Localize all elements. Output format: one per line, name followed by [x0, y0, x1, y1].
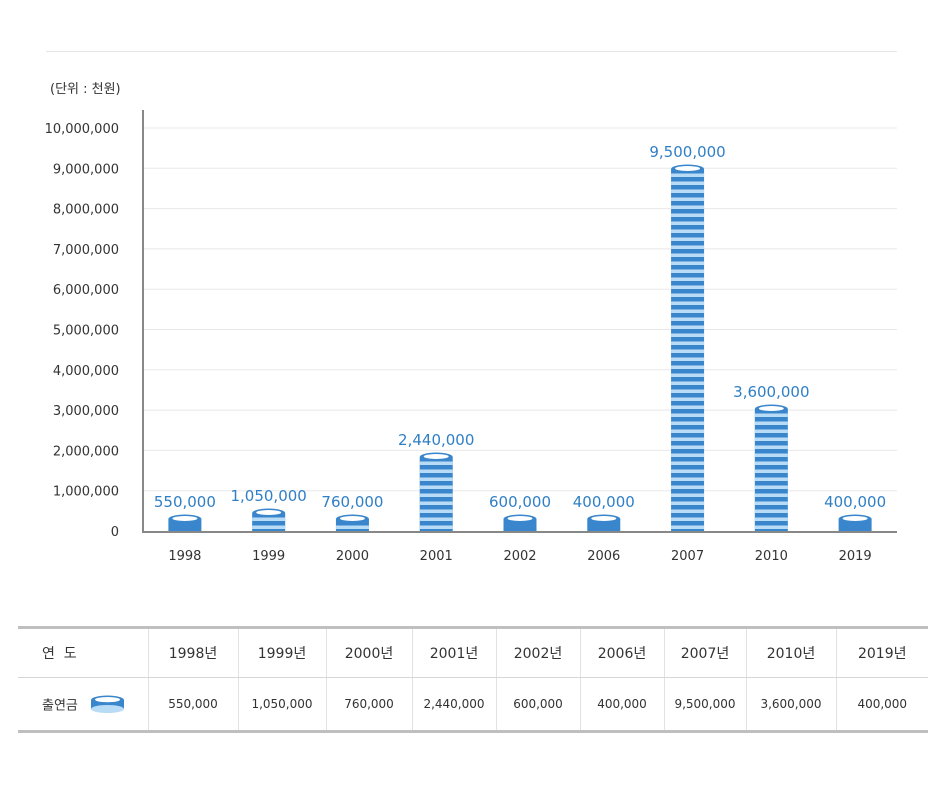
value-label: 3,600,000 — [733, 383, 809, 401]
contribution-label-cell: 출연금 — [18, 678, 148, 732]
value-label: 1,050,000 — [230, 487, 306, 505]
y-tick-label: 9,000,000 — [53, 162, 119, 177]
coin-stack-bar — [168, 514, 202, 531]
y-tick-label: 3,000,000 — [53, 404, 119, 419]
value-label: 760,000 — [321, 493, 383, 511]
year-header-cell: 2006년 — [579, 627, 664, 678]
y-tick-label: 10,000,000 — [45, 122, 119, 137]
coin-stack-bar — [838, 514, 872, 531]
y-tick-label: 7,000,000 — [53, 243, 119, 258]
x-tick-label: 2001 — [420, 549, 453, 564]
contribution-value-cell: 400,000 — [835, 677, 928, 732]
x-tick-label: 2000 — [336, 549, 369, 564]
coin-stack-bar — [419, 452, 453, 531]
year-header-cell: 2002년 — [495, 627, 580, 678]
value-label: 550,000 — [154, 493, 216, 511]
data-table: 연 도 1998년 1999년 2000년 2001년 2002년 2006년 2007년 2… — [18, 626, 928, 733]
y-tick-label: 0 — [111, 525, 119, 540]
year-header-cell: 2019년 — [835, 627, 928, 678]
year-header-cell: 2010년 — [745, 627, 836, 678]
coin-stack-bar — [335, 514, 369, 531]
y-tick-label: 1,000,000 — [53, 485, 119, 500]
coin-stack-bar — [587, 514, 621, 531]
coin-stack-bar — [503, 514, 537, 531]
contribution-value-cell: 760,000 — [325, 677, 412, 732]
contribution-value-cell: 1,050,000 — [237, 677, 326, 732]
y-tick-label: 4,000,000 — [53, 364, 119, 379]
value-label: 9,500,000 — [649, 143, 725, 161]
year-header-cell: 2001년 — [411, 627, 496, 678]
contribution-value-cell: 9,500,000 — [663, 677, 746, 732]
y-tick-label: 2,000,000 — [53, 444, 119, 459]
contribution-label: 출연금 — [42, 698, 78, 714]
value-label: 600,000 — [489, 493, 551, 511]
coin-stack-bar — [252, 508, 286, 531]
year-header-cell: 2000년 — [325, 627, 412, 678]
table-header-row: 연 도 1998년 1999년 2000년 2001년 2002년 2006년 2007년 2… — [18, 627, 928, 678]
x-tick-label: 2006 — [587, 549, 620, 564]
coin-stack-bar — [671, 164, 705, 531]
value-label: 400,000 — [824, 493, 886, 511]
x-tick-label: 1998 — [168, 549, 201, 564]
contribution-value-cell: 400,000 — [579, 677, 664, 732]
contribution-value-cell: 600,000 — [495, 677, 580, 732]
year-header-cell: 1999년 — [237, 627, 326, 678]
contribution-value-cell: 3,600,000 — [745, 677, 836, 732]
year-header-cell: 2007년 — [663, 627, 746, 678]
x-tick-label: 1999 — [252, 549, 285, 564]
year-header-label: 연 도 — [18, 627, 148, 678]
x-tick-label: 2002 — [503, 549, 536, 564]
x-tick-label: 2010 — [755, 549, 788, 564]
unit-label: (단위 : 천원) — [50, 82, 121, 97]
x-tick-label: 2007 — [671, 549, 704, 564]
coin-stack-bar — [754, 404, 788, 531]
coin-stack-icon — [90, 695, 124, 713]
contribution-value-cell: 2,440,000 — [411, 677, 496, 732]
table-value-row: 출연금 550,000 1,050,000 760,000 2,440,000 600,… — [18, 677, 928, 732]
value-label: 400,000 — [573, 493, 635, 511]
y-tick-label: 5,000,000 — [53, 324, 119, 339]
bar-chart: 0 1,000,000 2,000,000 3,000,000 4,000,000 5,0… — [45, 110, 897, 564]
x-tick-label: 2019 — [839, 549, 872, 564]
top-divider — [46, 51, 897, 52]
value-label: 2,440,000 — [398, 431, 474, 449]
y-tick-label: 8,000,000 — [53, 203, 119, 218]
contribution-value-cell: 550,000 — [147, 677, 238, 732]
y-tick-label: 6,000,000 — [53, 283, 119, 298]
year-header-cell: 1998년 — [147, 627, 238, 678]
